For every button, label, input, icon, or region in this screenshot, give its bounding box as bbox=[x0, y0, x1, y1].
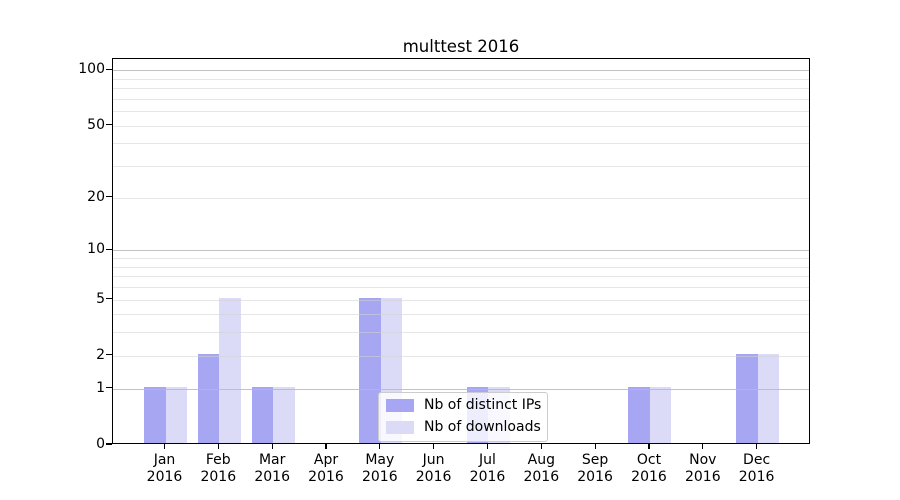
bar-downloads-feb bbox=[219, 297, 241, 443]
y-tick-50 bbox=[106, 124, 112, 126]
y-tick-label-50: 50 bbox=[87, 116, 105, 133]
y-tick-5 bbox=[106, 297, 112, 300]
legend-item-distinct-ips: Nb of distinct IPs bbox=[379, 398, 547, 413]
legend-swatch-distinct-ips bbox=[386, 399, 414, 412]
gridline-minor-70 bbox=[113, 98, 809, 100]
bars-layer bbox=[113, 59, 809, 443]
bar-distinct-ips-may bbox=[359, 297, 381, 443]
bar-downloads-dec bbox=[757, 353, 780, 443]
x-tick-label-sep: Sep 2016 bbox=[577, 452, 613, 485]
gridline-minor-20 bbox=[113, 197, 809, 199]
x-tick-mar bbox=[271, 444, 273, 449]
gridline-minor-80 bbox=[113, 88, 809, 90]
grid-layer bbox=[113, 59, 809, 443]
x-tick-sep bbox=[594, 444, 596, 449]
x-tick-aug bbox=[540, 444, 542, 449]
y-tick-2 bbox=[106, 354, 112, 356]
gridline-major-1 bbox=[113, 388, 809, 390]
x-tick-label-mar: Mar 2016 bbox=[254, 452, 290, 485]
y-tick-label-5: 5 bbox=[96, 290, 105, 307]
y-tick-10 bbox=[106, 248, 112, 250]
y-tick-label-100: 100 bbox=[78, 61, 105, 78]
legend-label: Nb of distinct IPs bbox=[424, 397, 542, 413]
x-tick-label-nov: Nov 2016 bbox=[684, 452, 721, 485]
y-tick-label-0: 0 bbox=[96, 436, 105, 452]
gridline-minor-30 bbox=[113, 166, 809, 168]
gridline-minor-7 bbox=[113, 276, 809, 278]
x-tick-feb bbox=[217, 444, 219, 449]
bar-distinct-ips-feb bbox=[197, 353, 220, 443]
x-tick-may bbox=[379, 444, 381, 449]
x-tick-label-jul: Jul 2016 bbox=[469, 452, 506, 485]
gridline-minor-9 bbox=[113, 258, 809, 259]
bar-downloads-jan bbox=[165, 386, 187, 443]
bar-downloads-mar bbox=[273, 386, 295, 443]
chart-title: multtest 2016 bbox=[402, 37, 520, 56]
gridline-minor-4 bbox=[113, 314, 809, 316]
x-tick-jul bbox=[486, 444, 489, 449]
gridline-major-10 bbox=[113, 250, 809, 252]
legend: Nb of distinct IPs Nb of downloads bbox=[378, 392, 548, 442]
x-tick-oct bbox=[648, 444, 650, 449]
gridline-minor-5 bbox=[113, 299, 809, 301]
x-tick-apr bbox=[325, 444, 327, 449]
x-tick-label-dec: Dec 2016 bbox=[738, 452, 775, 485]
y-tick-100 bbox=[106, 68, 112, 70]
y-tick-20 bbox=[106, 196, 112, 198]
gridline-minor-6 bbox=[113, 287, 809, 288]
bar-distinct-ips-oct bbox=[628, 386, 650, 443]
gridline-minor-40 bbox=[113, 143, 809, 145]
gridline-minor-8 bbox=[113, 266, 809, 268]
legend-swatch-downloads bbox=[386, 421, 414, 434]
x-tick-label-aug: Aug 2016 bbox=[523, 452, 560, 485]
bar-distinct-ips-dec bbox=[736, 353, 758, 443]
bar-distinct-ips-jan bbox=[144, 386, 166, 443]
x-tick-label-oct: Oct 2016 bbox=[631, 452, 667, 485]
x-tick-dec bbox=[756, 444, 758, 449]
x-tick-label-jan: Jan 2016 bbox=[146, 452, 183, 485]
x-tick-label-apr: Apr 2016 bbox=[308, 452, 344, 485]
legend-item-downloads: Nb of downloads bbox=[379, 420, 547, 435]
x-tick-jan bbox=[163, 444, 166, 449]
gridline-major-100 bbox=[113, 70, 809, 72]
y-tick-label-1: 1 bbox=[96, 379, 105, 396]
y-tick-label-10: 10 bbox=[87, 241, 105, 258]
legend-label: Nb of downloads bbox=[424, 419, 541, 435]
gridline-minor-50 bbox=[113, 125, 809, 127]
y-tick-1 bbox=[106, 387, 112, 389]
x-tick-label-jun: Jun 2016 bbox=[415, 452, 452, 485]
bar-distinct-ips-mar bbox=[251, 386, 274, 443]
gridline-minor-2 bbox=[113, 355, 809, 357]
x-tick-label-may: May 2016 bbox=[361, 452, 398, 485]
x-tick-label-feb: Feb 2016 bbox=[200, 452, 237, 485]
plot-area: Nb of distinct IPs Nb of downloads bbox=[112, 58, 810, 444]
gridline-minor-3 bbox=[113, 332, 809, 334]
x-tick-jun bbox=[433, 444, 435, 449]
bar-downloads-oct bbox=[649, 386, 672, 443]
y-tick-label-2: 2 bbox=[96, 346, 105, 363]
y-tick-label-20: 20 bbox=[87, 188, 105, 205]
y-tick-0 bbox=[106, 443, 112, 445]
x-tick-nov bbox=[702, 444, 704, 449]
gridline-minor-60 bbox=[113, 111, 809, 113]
gridline-minor-90 bbox=[113, 78, 809, 80]
